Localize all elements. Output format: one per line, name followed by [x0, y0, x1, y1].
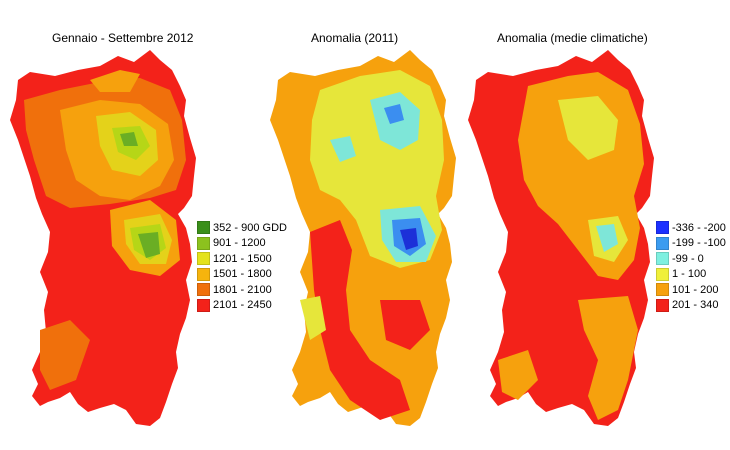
legend-anomaly-item: -199 - -100 [656, 236, 726, 252]
legend-gdd-swatch [197, 298, 210, 312]
legend-anomaly-item: 1 - 100 [656, 267, 726, 283]
legend-anomaly-label: 201 - 340 [672, 299, 719, 312]
legend-gdd-item: 352 - 900 GDD [197, 220, 287, 236]
legend-gdd-label: 352 - 900 GDD [213, 221, 287, 234]
legend-gdd-item: 901 - 1200 [197, 236, 287, 252]
legend-anomaly-swatch [656, 221, 669, 235]
legend-anomaly-label: -99 - 0 [672, 252, 704, 265]
legend-anomaly-item: 101 - 200 [656, 282, 726, 298]
legend-gdd-label: 2101 - 2450 [213, 299, 272, 312]
legend-gdd-label: 1501 - 1800 [213, 268, 272, 281]
legend-anomaly-label: -336 - -200 [672, 221, 726, 234]
legend-gdd-swatch [197, 267, 210, 281]
legend-gdd-label: 1201 - 1500 [213, 252, 272, 265]
legend-gdd-item: 1201 - 1500 [197, 251, 287, 267]
legend-anomaly-label: 1 - 100 [672, 268, 707, 281]
legend-anomaly-swatch [656, 298, 669, 312]
legend-gdd-swatch [197, 252, 210, 266]
legend-anomaly-swatch [656, 267, 669, 281]
legend-gdd-swatch [197, 236, 210, 250]
legend-gdd-swatch [197, 221, 210, 235]
map-title-anomaly-climate: Anomalia (medie climatiche) [497, 31, 648, 45]
legend-gdd-label: 901 - 1200 [213, 237, 266, 250]
legend-anomaly-label: -199 - -100 [672, 237, 726, 250]
legend-gdd: 352 - 900 GDD 901 - 1200 1201 - 1500 1501 -… [197, 220, 287, 313]
legend-anomaly: -336 - -200 -199 - -100 -99 - 0 1 - 100 101 … [656, 220, 726, 313]
legend-anomaly-item: 201 - 340 [656, 298, 726, 314]
legend-anomaly-label: 101 - 200 [672, 283, 719, 296]
legend-gdd-item: 1501 - 1800 [197, 267, 287, 283]
legend-anomaly-swatch [656, 283, 669, 297]
map-anomaly-climate [468, 50, 654, 426]
map-gdd [10, 50, 196, 426]
map-anomaly-2011 [270, 50, 456, 426]
map-title-gdd: Gennaio - Settembre 2012 [52, 31, 194, 45]
legend-anomaly-swatch [656, 236, 669, 250]
legend-anomaly-item: -99 - 0 [656, 251, 726, 267]
legend-anomaly-swatch [656, 252, 669, 266]
legend-anomaly-item: -336 - -200 [656, 220, 726, 236]
legend-gdd-item: 1801 - 2100 [197, 282, 287, 298]
legend-gdd-item: 2101 - 2450 [197, 298, 287, 314]
legend-gdd-label: 1801 - 2100 [213, 283, 272, 296]
legend-gdd-swatch [197, 283, 210, 297]
map-title-anomaly-2011: Anomalia (2011) [311, 31, 399, 45]
